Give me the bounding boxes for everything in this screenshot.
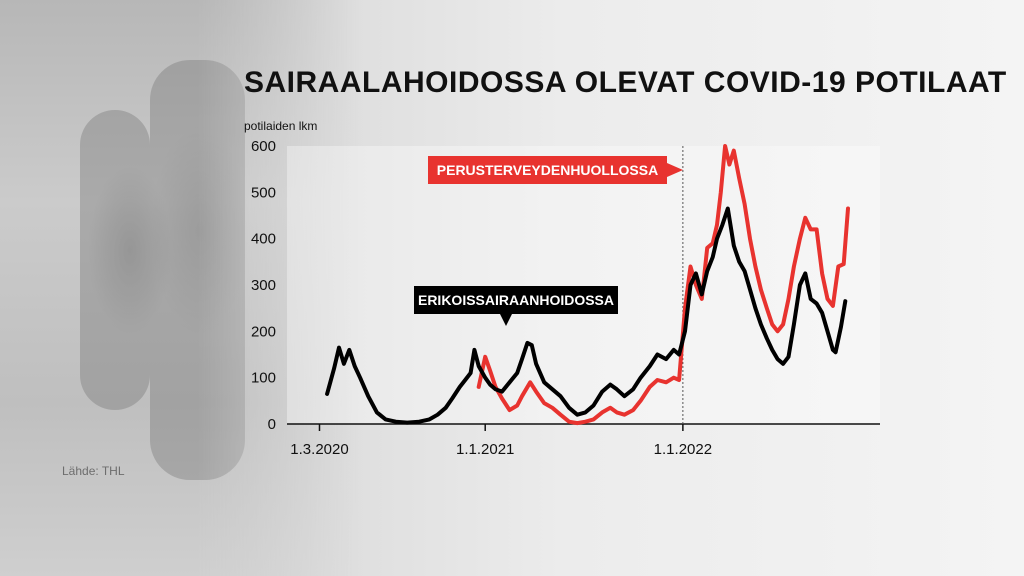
source-note: Lähde: THL <box>62 464 125 478</box>
x-tick-label: 1.1.2021 <box>456 441 514 458</box>
series-label-perusterveydenhuollossa: PERUSTERVEYDENHUOLLOSSA <box>437 162 658 178</box>
series-line-erikoissairaanhoidossa <box>325 206 848 425</box>
x-axis: 1.3.2020 1.1.2021 1.1.2022 <box>287 423 880 458</box>
x-tick-label: 1.1.2022 <box>654 441 712 458</box>
y-tick-label: 500 <box>251 184 276 201</box>
series-label-pointer-perusterveydenhuollossa <box>667 163 683 177</box>
y-axis-label: potilaiden lkm <box>244 119 317 133</box>
y-tick-label: 200 <box>251 323 276 340</box>
plot-area <box>287 146 880 424</box>
y-tick-label: 300 <box>251 277 276 294</box>
y-tick-label: 600 <box>251 138 276 155</box>
y-tick-label: 100 <box>251 370 276 387</box>
series-group <box>325 144 850 426</box>
background-photo <box>0 0 360 576</box>
series-labels: ERIKOISSAIRAANHOIDOSSA PERUSTERVEYDENHUOL… <box>414 156 683 326</box>
series-label-erikoissairaanhoidossa: ERIKOISSAIRAANHOIDOSSA <box>418 292 614 308</box>
series-label-pointer-erikoissairaanhoidossa <box>500 314 512 326</box>
y-tick-label: 0 <box>268 416 276 433</box>
y-axis: potilaiden lkm 0 100 200 300 400 500 600 <box>244 119 317 433</box>
series-label-box-erikoissairaanhoidossa <box>414 286 618 314</box>
y-tick-label: 400 <box>251 231 276 248</box>
series-label-box-perusterveydenhuollossa <box>428 156 667 184</box>
nurse-figure-right <box>150 60 245 480</box>
chart-title: SAIRAALAHOIDOSSA OLEVAT COVID-19 POTILAA… <box>244 66 1007 99</box>
x-tick-label: 1.3.2020 <box>290 441 348 458</box>
nurse-figure-left <box>80 110 150 410</box>
